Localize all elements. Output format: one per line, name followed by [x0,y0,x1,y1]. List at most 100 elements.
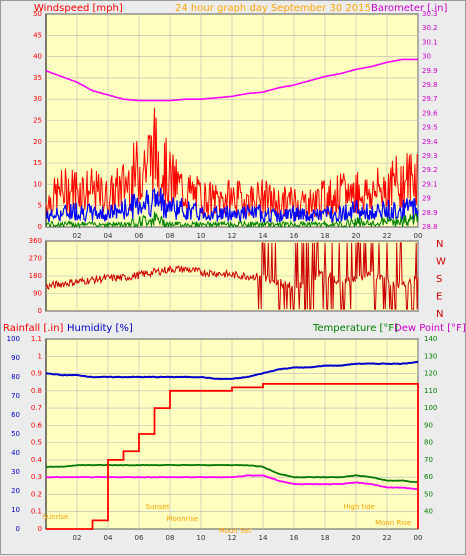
direction-series [45,242,419,310]
center-title: 24 hour graph day September 30 2015 [175,3,371,14]
low-wind-series [45,211,419,229]
wind-x-ticks: 02 04 06 08 10 12 14 16 18 20 22 00 [73,232,423,240]
y-tick-label: 0 [38,307,42,315]
y-tick-label: 0.3 [31,473,42,481]
astro-annotations: Sunrise Sunset Moonrise Moon Set High tideMo… [42,503,411,535]
x-tick-label: 08 [166,232,175,240]
y-tick-label: 60 [11,411,20,419]
y-tick-label: 20 [33,138,42,146]
y2-tick-label: 30.2 [422,24,438,32]
y-tick-label: 100 [7,335,20,343]
y-tick-label: 0.7 [31,404,42,412]
y-tick-label: 130 [424,352,437,360]
x-tick-label: 20 [352,534,361,542]
y-tick-label: 120 [424,370,437,378]
y2-tick-label: 30.3 [422,10,438,18]
rainfall-title: Rainfall [.in] [3,323,64,334]
annotation-label: Sunset [146,503,170,511]
x-tick-label: 06 [135,232,144,240]
y2-tick-label: 29.6 [422,109,438,117]
compass-letter: S [436,274,442,285]
y-tick-label: 0 [16,525,20,533]
humidity-series [45,360,419,381]
x-tick-label: 12 [228,232,237,240]
rain-series [46,383,419,530]
temperature-y-ticks: 40 50 60 70 80 90 100 110 120 130 140 [424,335,437,516]
x-tick-label: 10 [197,534,206,542]
x-tick-label: 14 [259,534,268,542]
y-tick-label: 15 [33,159,42,167]
x-tick-label: 16 [290,232,299,240]
y-tick-label: 180 [29,272,42,280]
y-tick-label: 25 [33,117,42,125]
annotation-label: Moon Rise [375,519,411,527]
x-tick-label: 18 [321,232,330,240]
y-tick-label: 360 [29,237,42,245]
compass-letter: E [436,292,442,303]
x-tick-label: 04 [104,232,113,240]
y-tick-label: 35 [33,74,42,82]
wind-y-ticks: 0 5 10 15 20 25 30 35 40 45 50 [33,10,42,231]
baro-y-ticks: 28.8 28.9 29 29.1 29.2 29.3 29.4 29.5 29.6 29.7 29… [422,10,438,231]
y-tick-label: 1 [38,352,42,360]
y2-tick-label: 29.7 [422,95,438,103]
y-tick-label: 40 [33,53,42,61]
humidity-title: Humidity [%] [67,323,133,334]
x-tick-label: 14 [259,232,268,240]
avg-wind-line [45,187,419,225]
y2-tick-label: 29.1 [422,180,438,188]
y-tick-label: 40 [11,449,20,457]
y-tick-label: 0.2 [31,490,42,498]
x-tick-label: 22 [383,534,392,542]
y-tick-label: 30 [11,468,20,476]
x-tick-label: 08 [166,534,175,542]
y-tick-label: 5 [38,202,42,210]
y2-tick-label: 29.3 [422,152,438,160]
y-tick-label: 80 [11,373,20,381]
y-tick-label: 45 [33,31,42,39]
y-tick-label: 140 [424,335,437,343]
y2-tick-label: 30 [422,53,431,61]
x-tick-label: 02 [73,232,82,240]
x-tick-label: 12 [228,534,237,542]
compass-letter: N [436,309,443,320]
compass-letter: W [436,257,446,268]
x-tick-label: 16 [290,534,299,542]
annotation-label: High tide [343,503,375,511]
x-tick-label: 10 [197,232,206,240]
annotation-label: Moon Set [219,527,252,535]
temperature-title: Temperature [°F] [312,323,398,334]
y-tick-label: 0.6 [31,421,43,429]
y-tick-label: 1.1 [31,335,42,343]
wind-grid [46,13,419,228]
y-tick-label: 90 [33,290,42,298]
y-tick-label: 90 [11,354,20,362]
y-tick-label: 10 [11,506,20,514]
y-tick-label: 70 [424,456,433,464]
rain-line [46,383,419,530]
y-tick-label: 50 [11,430,20,438]
humidity-line [45,360,419,381]
x-tick-label: 00 [414,534,423,542]
barometer-title: Barometer [.in] [371,3,447,14]
y-tick-label: 0 [38,223,42,231]
dewpoint-title: Dew Point [°F] [394,323,466,334]
y-tick-label: 30 [33,95,42,103]
x-tick-label: 18 [321,534,330,542]
y2-tick-label: 28.9 [422,209,438,217]
y-tick-label: 0.9 [31,370,42,378]
y-tick-label: 0.1 [31,508,42,516]
y-tick-label: 10 [33,180,42,188]
direction-y-ticks: 0 90 180 270 360 [29,237,42,315]
y-tick-label: 70 [11,392,20,400]
x-tick-label: 04 [104,534,113,542]
y2-tick-label: 29.8 [422,81,438,89]
humidity-y-ticks: 0 10 20 30 40 50 60 70 80 90 100 [7,335,20,533]
x-tick-label: 00 [414,232,423,240]
y2-tick-label: 29.4 [422,138,438,146]
y-tick-label: 270 [29,255,42,263]
barometer-series [45,58,418,102]
